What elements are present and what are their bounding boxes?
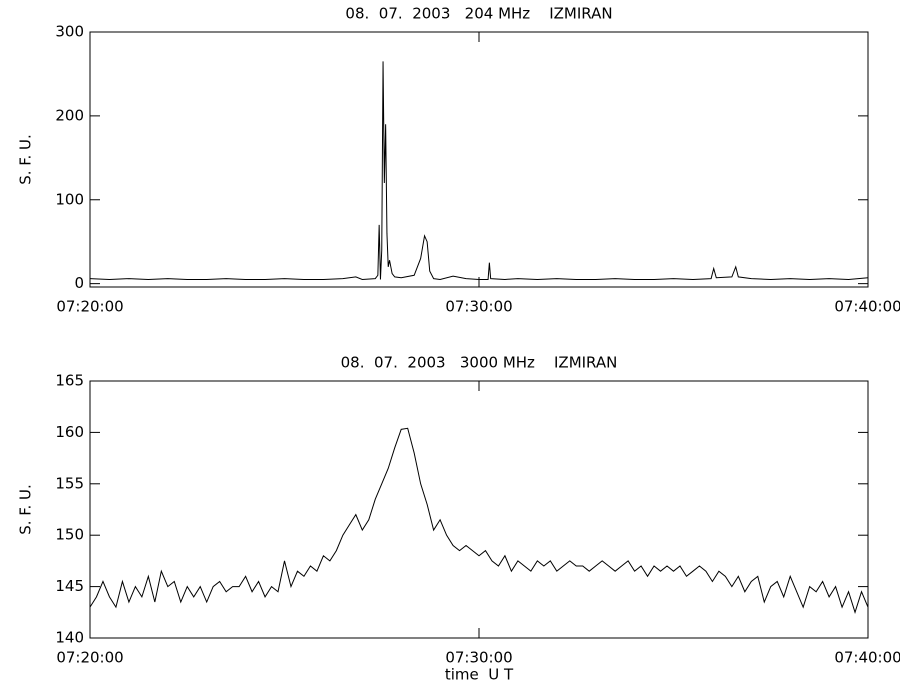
y-tick-label: 165 (55, 372, 84, 390)
x-tick-label: 07:30:00 (445, 649, 512, 667)
plot-frame (89, 380, 869, 639)
y-tick-label: 155 (55, 474, 84, 492)
y-tick-label: 145 (55, 577, 84, 595)
y-tick-label: 140 (55, 629, 84, 647)
plot-frame (89, 31, 869, 288)
y-tick-label: 160 (55, 423, 84, 441)
y-axis-label: S. F. U. (17, 134, 35, 185)
x-tick-label: 07:20:00 (56, 649, 123, 667)
data-line (89, 61, 869, 280)
y-tick-label: 300 (55, 23, 84, 41)
x-tick-label: 07:20:00 (56, 298, 123, 316)
y-axis-label: S. F. U. (17, 484, 35, 535)
x-axis-label: time U T (445, 666, 514, 684)
y-tick-label: 200 (55, 106, 84, 124)
chart-title: 08. 07. 2003 204 MHz IZMIRAN (345, 5, 612, 23)
y-tick-label: 150 (55, 526, 84, 544)
chart-title: 08. 07. 2003 3000 MHz IZMIRAN (341, 354, 618, 372)
y-tick-label: 0 (74, 274, 84, 292)
x-tick-label: 07:30:00 (445, 298, 512, 316)
x-tick-label: 07:40:00 (834, 298, 900, 316)
y-tick-label: 100 (55, 190, 84, 208)
data-line (89, 427, 869, 614)
x-tick-label: 07:40:00 (834, 649, 900, 667)
